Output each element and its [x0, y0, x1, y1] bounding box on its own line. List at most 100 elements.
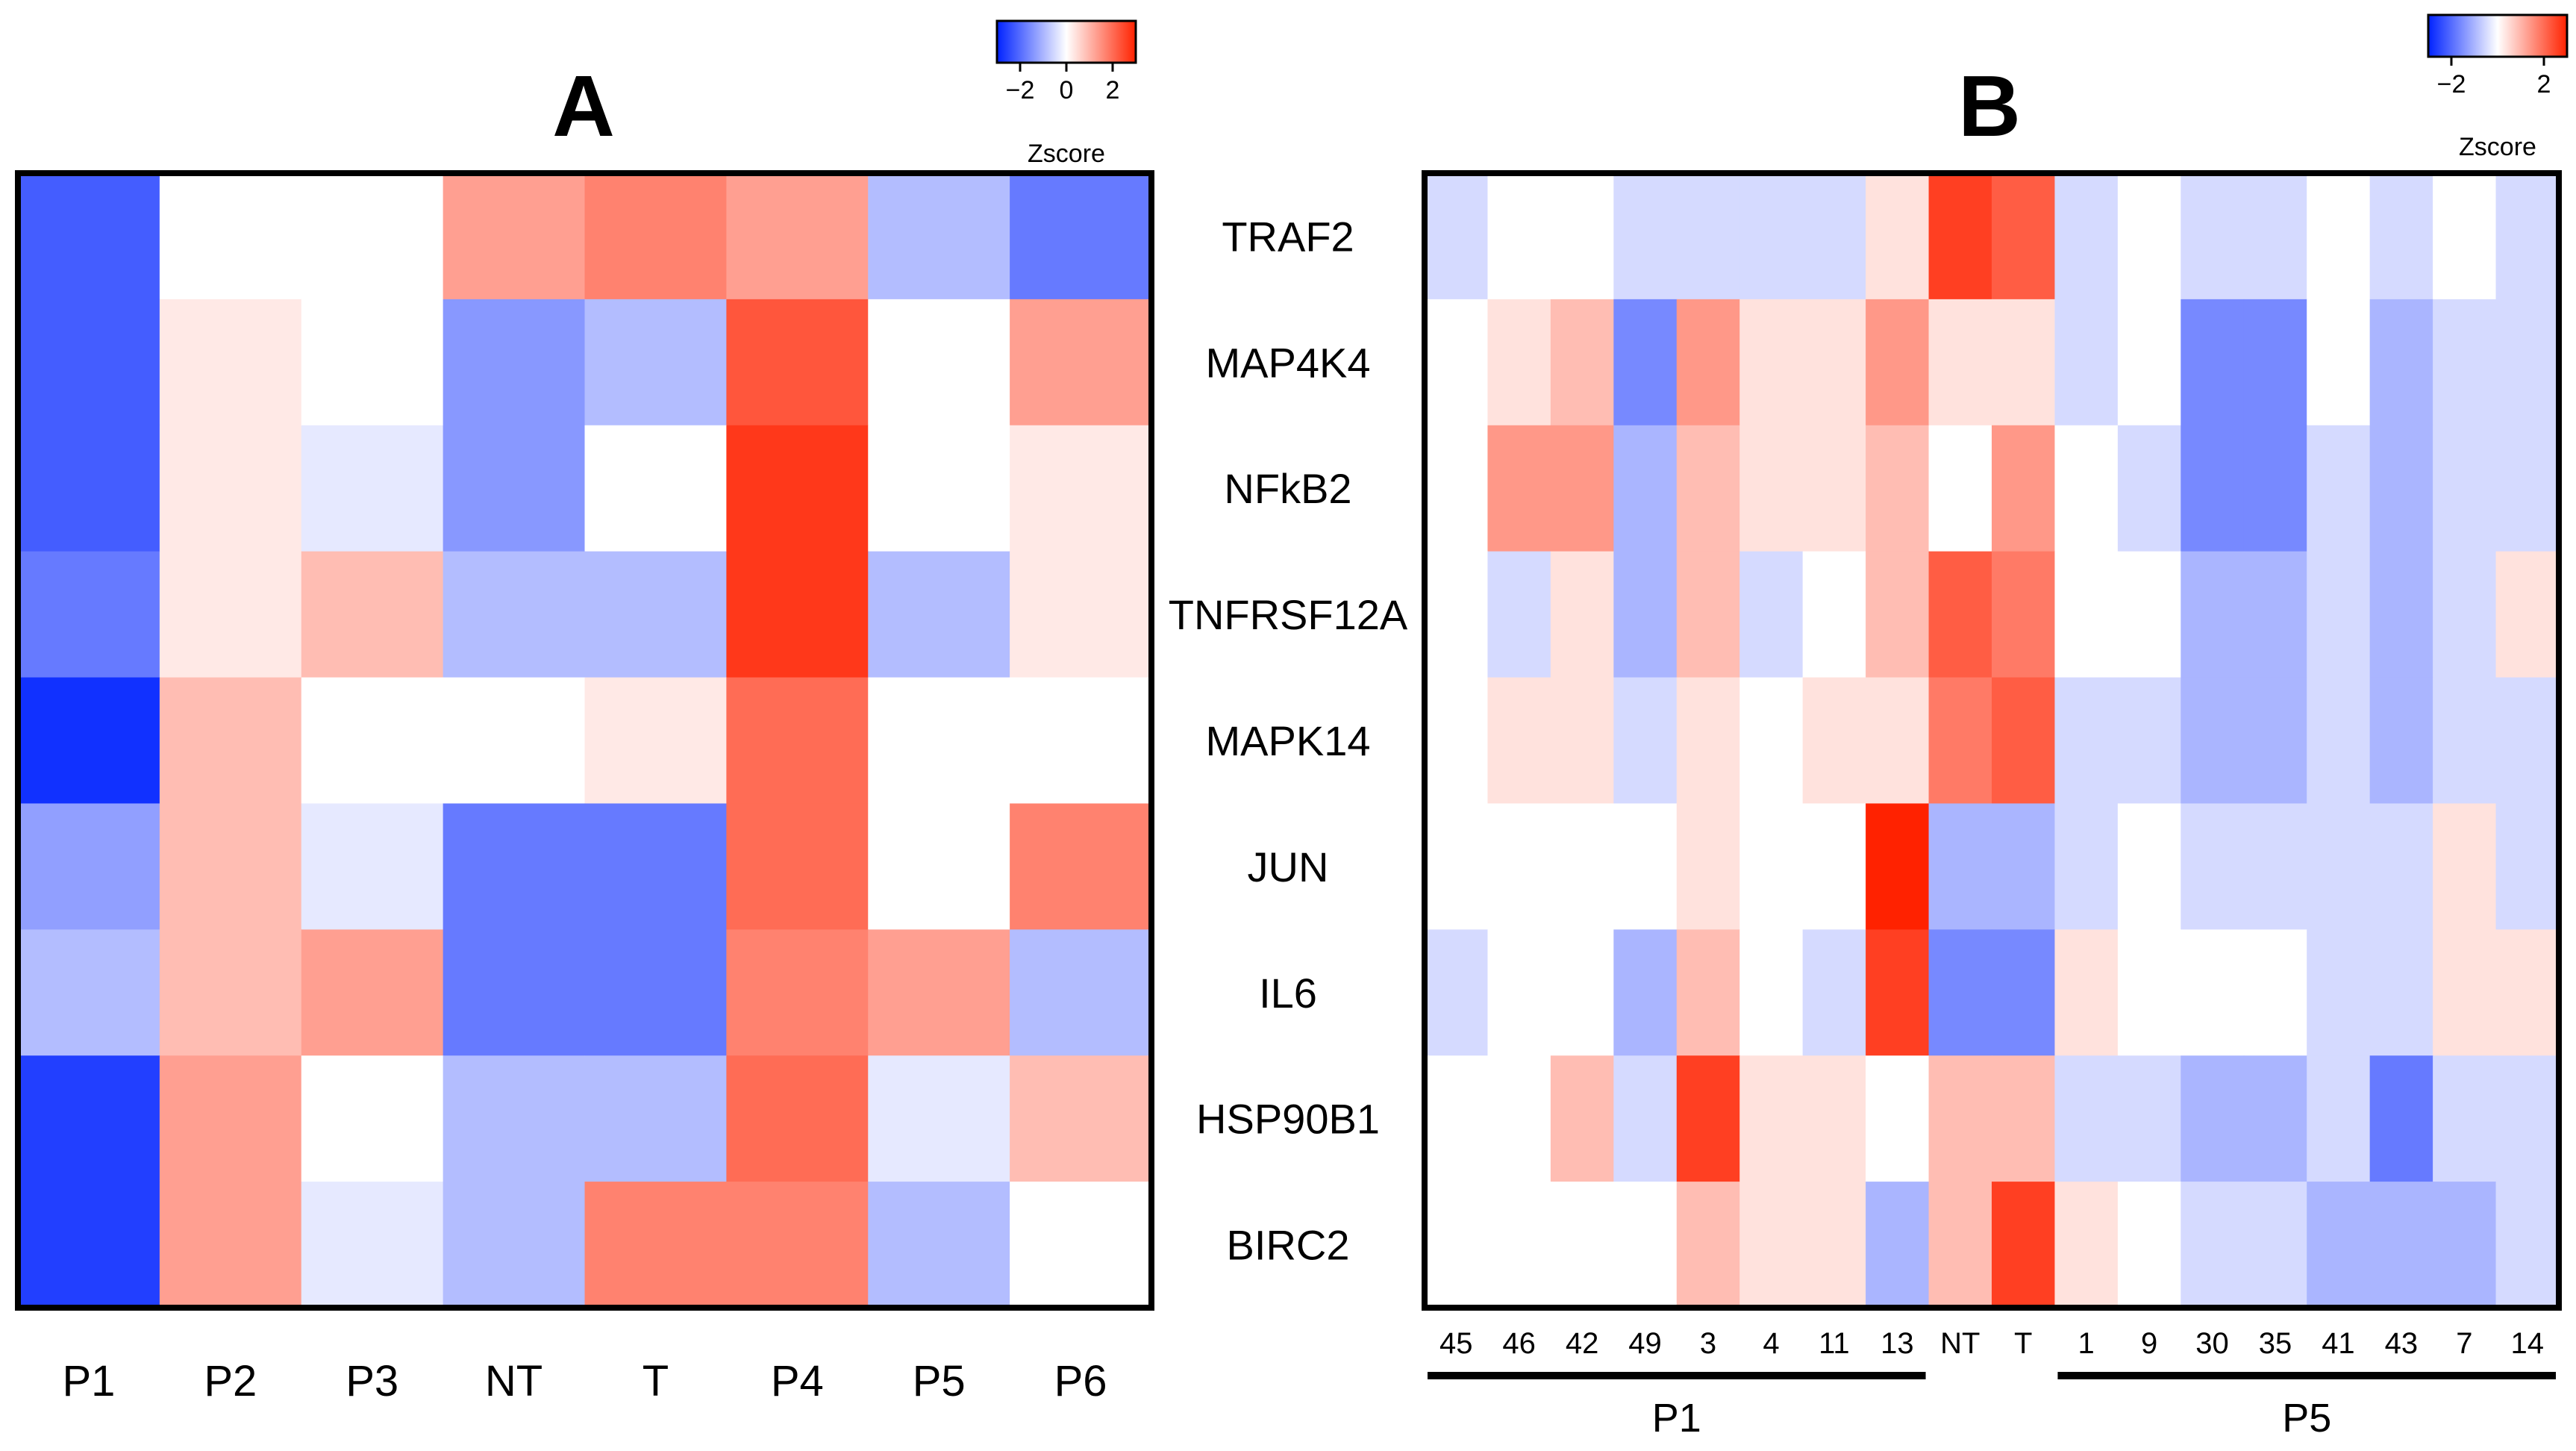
panel-b-cell-map4k4-13: [1866, 299, 1930, 426]
panel-a-cell-nfkb2-p4: [726, 425, 869, 552]
panel-a-cell-jun-t: [584, 803, 727, 930]
panel-b-cell-nfkb2-11: [1802, 425, 1866, 552]
panel-a-cell-hsp90b1-p4: [726, 1055, 869, 1182]
panel-a-cell-jun-p2: [159, 803, 302, 930]
panel-b-cell-nfkb2-30: [2180, 425, 2245, 552]
legend-tick-label: 2: [1106, 76, 1120, 104]
panel-b-cell-il6-t: [1992, 929, 2056, 1056]
panel-b-cell-mapk14-1: [2054, 677, 2119, 805]
panel-a-legend-title: Zscore: [1028, 140, 1105, 168]
panel-a-cell-map4k4-p1: [18, 299, 160, 426]
panel-b-cell-mapk14-nt: [1928, 677, 1992, 805]
panel-a-cell-mapk14-p2: [159, 677, 302, 805]
panel-a-cell-hsp90b1-p5: [868, 1055, 1010, 1182]
panel-b-cell-mapk14-35: [2243, 677, 2307, 805]
panel-b-cell-il6-46: [1487, 929, 1551, 1056]
panel-b-cell-jun-35: [2243, 803, 2307, 930]
panel-b-cell-nfkb2-41: [2307, 425, 2371, 552]
panel-b-cell-traf2-11: [1802, 173, 1866, 300]
panel-b-cell-birc2-46: [1487, 1182, 1551, 1308]
panel-b-column-label: 1: [2078, 1327, 2095, 1360]
panel-a-column-label: P5: [913, 1357, 966, 1405]
panel-b-cell-jun-13: [1866, 803, 1930, 930]
panel-b-column-label: 3: [1700, 1327, 1716, 1360]
panel-b-cell-birc2-11: [1802, 1182, 1866, 1308]
panel-a-cell-il6-p1: [18, 929, 160, 1056]
panel-b-cell-nfkb2-49: [1613, 425, 1678, 552]
panel-b-cell-mapk14-41: [2307, 677, 2371, 805]
group-bracket-p5: [2057, 1372, 2556, 1379]
panel-a-cell-tnfrsf12a-nt: [443, 551, 586, 678]
row-label-nfkb2: NFkB2: [1224, 465, 1351, 512]
panel-b-cell-hsp90b1-35: [2243, 1055, 2307, 1182]
panel-b-cell-nfkb2-43: [2369, 425, 2433, 552]
panel-b-cell-hsp90b1-1: [2054, 1055, 2119, 1182]
panel-b-cell-birc2-14: [2495, 1182, 2560, 1308]
panel-b-cell-hsp90b1-43: [2369, 1055, 2433, 1182]
panel-b-cell-jun-42: [1550, 803, 1614, 930]
panel-b-zscore-legend: −2 2 Zscore: [2427, 13, 2569, 161]
panel-b-cell-tnfrsf12a-nt: [1928, 551, 1992, 678]
panel-b-heatmap: B 45 46 42 49 3 4 11 13 NT T 1 9 30 35 41 43 7 14 P1 P5: [1422, 57, 2562, 1441]
panel-b-border: [1422, 170, 2562, 1311]
panel-a-column-label: NT: [485, 1357, 543, 1405]
panel-a-column-label: P2: [204, 1357, 257, 1405]
panel-a-cell-map4k4-nt: [443, 299, 586, 426]
panel-b-cell-mapk14-45: [1425, 677, 1489, 805]
panel-b-cell-hsp90b1-3: [1676, 1055, 1740, 1182]
panel-b-cell-jun-1: [2054, 803, 2119, 930]
panel-a-column-label: P3: [346, 1357, 398, 1405]
panel-b-column-label: 14: [2511, 1327, 2545, 1360]
panel-b-column-label: 45: [1439, 1327, 1473, 1360]
panel-a-cell-mapk14-p1: [18, 677, 160, 805]
panel-b-cell-nfkb2-13: [1866, 425, 1930, 552]
panel-b-cell-tnfrsf12a-43: [2369, 551, 2433, 678]
panel-a-cell-birc2-p5: [868, 1182, 1010, 1308]
panel-b-cell-traf2-t: [1992, 173, 2056, 300]
panel-b-cell-il6-14: [2495, 929, 2560, 1056]
panel-a-cell-traf2-p1: [18, 173, 160, 300]
panel-b-cell-jun-t: [1992, 803, 2056, 930]
panel-b-cell-mapk14-13: [1866, 677, 1930, 805]
panel-b-cell-hsp90b1-13: [1866, 1055, 1930, 1182]
panel-a-cell-nfkb2-p3: [301, 425, 444, 552]
panel-b-column-label: 43: [2385, 1327, 2419, 1360]
panel-b-cell-jun-41: [2307, 803, 2371, 930]
panel-b-cell-hsp90b1-4: [1739, 1055, 1804, 1182]
row-label-mapk14: MAPK14: [1206, 717, 1371, 764]
panel-b-cell-il6-42: [1550, 929, 1614, 1056]
panel-a-column-labels: P1 P2 P3 NT T P4 P5 P6: [62, 1357, 1107, 1405]
panel-b-cell-traf2-46: [1487, 173, 1551, 300]
panel-b-cell-traf2-nt: [1928, 173, 1992, 300]
panel-b-cell-tnfrsf12a-7: [2433, 551, 2497, 678]
panel-a-zscore-legend: −2 0 2 Zscore: [995, 19, 1137, 168]
panel-b-column-label: 4: [1763, 1327, 1779, 1360]
panel-b-column-label: 41: [2322, 1327, 2355, 1360]
panel-b-cell-tnfrsf12a-t: [1992, 551, 2056, 678]
panel-b-cell-hsp90b1-9: [2117, 1055, 2181, 1182]
panel-b-cell-nfkb2-14: [2495, 425, 2560, 552]
panel-a-cell-il6-p2: [159, 929, 302, 1056]
panel-b-cell-traf2-43: [2369, 173, 2433, 300]
panel-a-cell-jun-p3: [301, 803, 444, 930]
panel-b-cell-nfkb2-7: [2433, 425, 2497, 552]
panel-b-cell-traf2-49: [1613, 173, 1678, 300]
panel-a-cells: [18, 173, 1152, 1308]
panel-b-cell-nfkb2-3: [1676, 425, 1740, 552]
panel-b-cell-jun-4: [1739, 803, 1804, 930]
panel-b-column-label: NT: [1940, 1327, 1980, 1360]
panel-b-cell-traf2-1: [2054, 173, 2119, 300]
panel-a-cell-map4k4-t: [584, 299, 727, 426]
panel-b-cell-nfkb2-nt: [1928, 425, 1992, 552]
panel-a-cell-tnfrsf12a-t: [584, 551, 727, 678]
panel-a-cell-il6-p5: [868, 929, 1010, 1056]
panel-a-cell-hsp90b1-t: [584, 1055, 727, 1182]
panel-a-cell-tnfrsf12a-p4: [726, 551, 869, 678]
panel-a-cell-birc2-p3: [301, 1182, 444, 1308]
panel-b-cell-tnfrsf12a-49: [1613, 551, 1678, 678]
panel-b-cell-nfkb2-1: [2054, 425, 2119, 552]
panel-b-cell-traf2-9: [2117, 173, 2181, 300]
panel-b-cell-mapk14-49: [1613, 677, 1678, 805]
panel-b-cell-tnfrsf12a-46: [1487, 551, 1551, 678]
